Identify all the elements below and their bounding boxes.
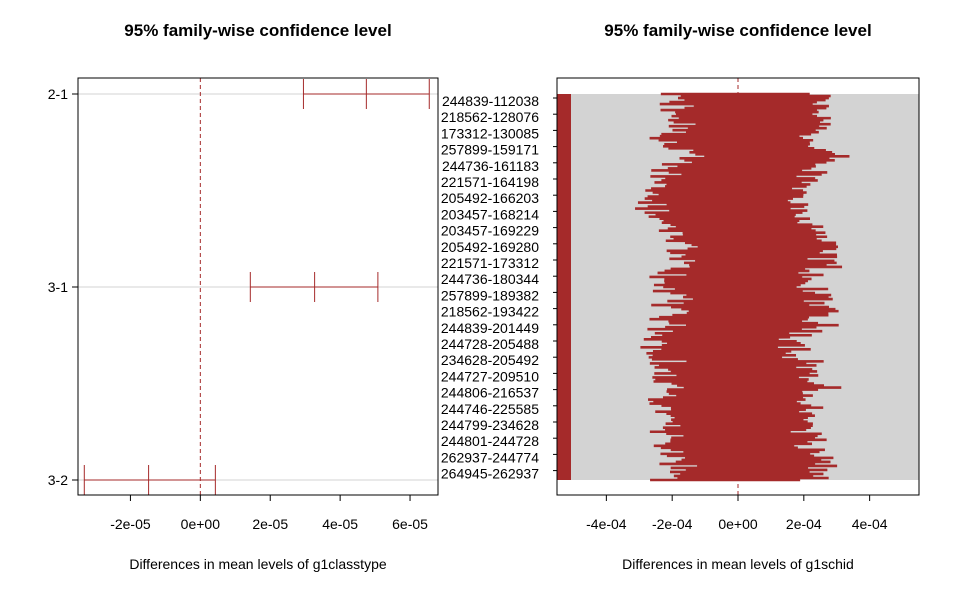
right-x-axis-label: Differences in mean levels of g1schid xyxy=(622,556,854,572)
x-tick-label: 0e+00 xyxy=(181,516,221,532)
y-tick-label: 244806-216537 xyxy=(441,385,539,401)
right-intervals xyxy=(557,92,850,482)
y-tick-label: 264945-262937 xyxy=(441,466,539,482)
y-tick-label: 218562-128076 xyxy=(441,109,539,125)
y-tick-label: 221571-173312 xyxy=(441,255,539,271)
y-tick-label: 257899-189382 xyxy=(441,287,539,303)
y-tick-label: 173312-130085 xyxy=(441,125,539,141)
y-tick-label: 244728-205488 xyxy=(441,336,539,352)
y-tick-label: 205492-166203 xyxy=(441,190,539,206)
y-tick-label: 3-1 xyxy=(48,279,68,295)
y-tick-label: 244736-161183 xyxy=(442,158,539,174)
y-tick-label: 244799-234628 xyxy=(441,417,539,433)
y-tick-label: 262937-244774 xyxy=(441,449,539,465)
interval-3-1 xyxy=(249,272,379,302)
interval-bound-strip xyxy=(557,94,571,480)
y-tick-label: 234628-205492 xyxy=(441,352,539,368)
y-tick-label: 205492-169280 xyxy=(441,239,539,255)
y-tick-label: 244801-244728 xyxy=(441,433,539,449)
x-tick-label: -2e-05 xyxy=(110,516,151,532)
y-tick-label: 257899-159171 xyxy=(441,142,539,158)
right-chart-title: 95% family-wise confidence level xyxy=(604,21,871,40)
y-tick-label: 221571-164198 xyxy=(441,174,539,190)
x-tick-label: -4e-04 xyxy=(586,516,627,532)
y-tick-label: 3-2 xyxy=(48,472,68,488)
left-panel: 95% family-wise confidence level 2-1 3-1 3… xyxy=(48,21,439,572)
interval-3-2 xyxy=(83,465,216,495)
y-tick-label: 218562-193422 xyxy=(441,304,539,320)
right-x-axis: -4e-04 -2e-04 0e+00 2e-04 4e-04 xyxy=(586,495,888,532)
x-tick-label: 6e-05 xyxy=(392,516,428,532)
x-tick-label: 2e-05 xyxy=(252,516,288,532)
y-tick-label: 244727-209510 xyxy=(441,368,539,384)
y-tick-label: 244839-201449 xyxy=(441,320,539,336)
right-y-axis: 244839-112038218562-128076173312-1300852… xyxy=(441,93,557,482)
interval-2-1 xyxy=(302,79,430,109)
y-tick-label: 203457-169229 xyxy=(441,223,539,239)
y-tick-label: 2-1 xyxy=(48,86,68,102)
x-tick-label: -2e-04 xyxy=(652,516,693,532)
left-chart-title: 95% family-wise confidence level xyxy=(124,21,391,40)
left-x-axis: -2e-05 0e+00 2e-05 4e-05 6e-05 xyxy=(110,495,428,532)
x-tick-label: 0e+00 xyxy=(718,516,758,532)
right-panel: 95% family-wise confidence level 244839-… xyxy=(441,21,920,572)
y-tick-label: 244736-180344 xyxy=(441,271,539,287)
x-tick-label: 2e-04 xyxy=(786,516,822,532)
y-tick-label: 244839-112038 xyxy=(442,93,539,109)
interval-lines xyxy=(635,92,850,482)
x-tick-label: 4e-05 xyxy=(322,516,358,532)
y-tick-label: 203457-168214 xyxy=(441,206,539,222)
y-tick-label: 244746-225585 xyxy=(441,401,539,417)
left-x-axis-label: Differences in mean levels of g1classtyp… xyxy=(129,556,387,572)
x-tick-label: 4e-04 xyxy=(852,516,888,532)
left-y-axis: 2-1 3-1 3-2 xyxy=(48,86,78,488)
left-intervals xyxy=(83,79,430,495)
